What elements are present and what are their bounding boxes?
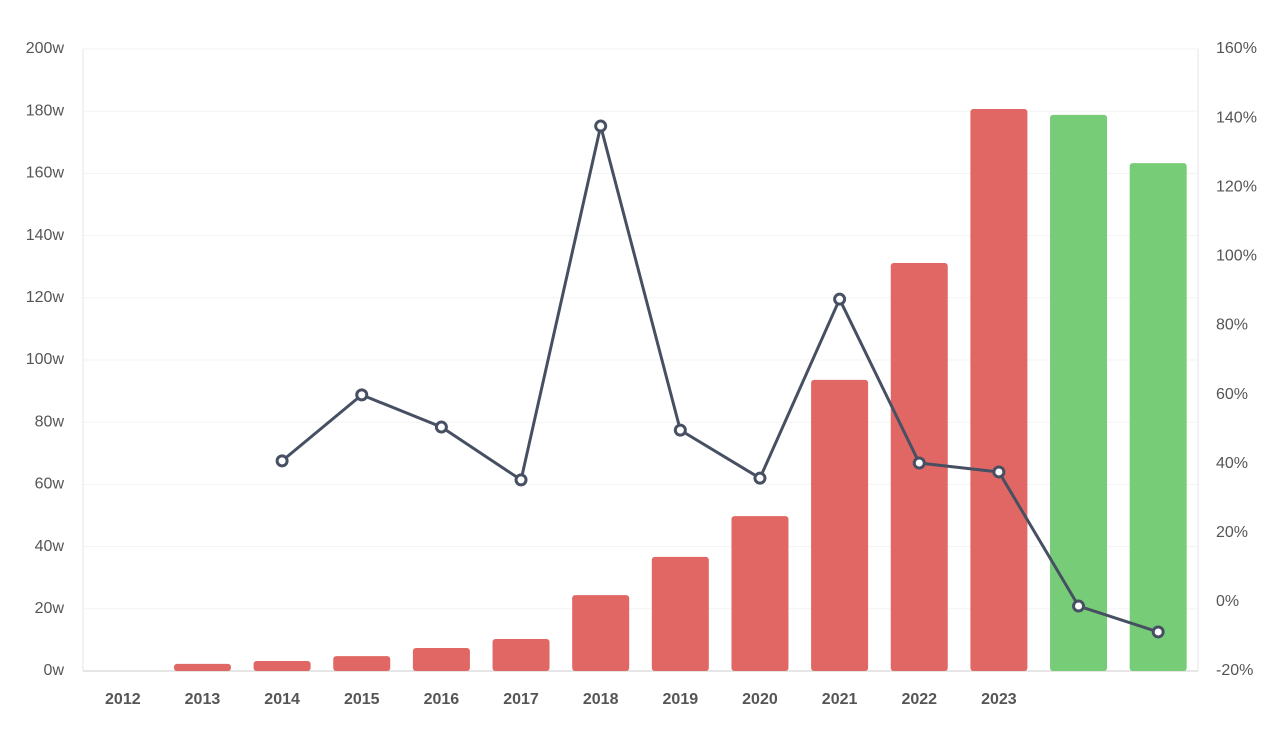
bar [173, 663, 231, 671]
x-tick-label: 2022 [901, 691, 937, 708]
x-tick-label: 2019 [663, 691, 699, 708]
x-tick-label: 2018 [583, 691, 619, 708]
line-marker [1151, 625, 1165, 639]
y2-tick-label: 20% [1216, 524, 1248, 541]
y-tick-label: 180w [26, 102, 65, 119]
bar [970, 109, 1028, 671]
y-tick-label: 160w [26, 165, 65, 182]
line-marker [594, 119, 608, 133]
x-tick-label: 2013 [185, 691, 221, 708]
line-marker [912, 456, 926, 470]
line-marker [833, 292, 847, 306]
x-tick-label: 2020 [742, 691, 778, 708]
y2-tick-label: 80% [1216, 317, 1248, 334]
line-marker [1072, 599, 1086, 613]
y-tick-label: 80w [35, 413, 65, 430]
bar [412, 647, 470, 671]
y-tick-label: 120w [26, 289, 65, 306]
bar [651, 556, 709, 671]
y2-tick-label: 0% [1216, 593, 1239, 610]
x-tick-label: 2014 [264, 691, 300, 708]
y-tick-label: 0w [44, 662, 65, 679]
y2-tick-label: 60% [1216, 386, 1248, 403]
line-marker [434, 420, 448, 434]
y-tick-label: 60w [35, 476, 65, 493]
x-tick-label: 2017 [503, 691, 539, 708]
line-marker [753, 471, 767, 485]
x-tick-label: 2015 [344, 691, 380, 708]
x-tick-label: 2016 [424, 691, 460, 708]
x-tick-label: 2012 [105, 691, 141, 708]
y2-tick-label: 140% [1216, 109, 1257, 126]
y2-tick-label: 100% [1216, 248, 1257, 265]
y-tick-label: 140w [26, 227, 65, 244]
line [281, 124, 1159, 634]
y-tick-label: 100w [26, 351, 65, 368]
y2-tick-label: -20% [1216, 662, 1253, 679]
y-tick-label: 40w [35, 538, 65, 555]
y2-tick-label: 120% [1216, 178, 1257, 195]
bar [1129, 163, 1187, 671]
bar [811, 379, 869, 671]
y2-tick-label: 40% [1216, 455, 1248, 472]
bar [1050, 114, 1108, 671]
bar [731, 516, 789, 671]
line-marker [355, 388, 369, 402]
line-marker [673, 423, 687, 437]
bar [572, 595, 630, 671]
line-marker [992, 465, 1006, 479]
line-marker [514, 473, 528, 487]
x-tick-label: 2023 [981, 691, 1017, 708]
y-tick-label: 200w [26, 40, 65, 57]
y2-tick-label: 160% [1216, 40, 1257, 57]
bar [492, 638, 550, 671]
y-tick-label: 20w [35, 600, 65, 617]
x-tick-label: 2021 [822, 691, 858, 708]
bar [333, 656, 391, 671]
bar [253, 661, 311, 671]
line-marker [275, 454, 289, 468]
